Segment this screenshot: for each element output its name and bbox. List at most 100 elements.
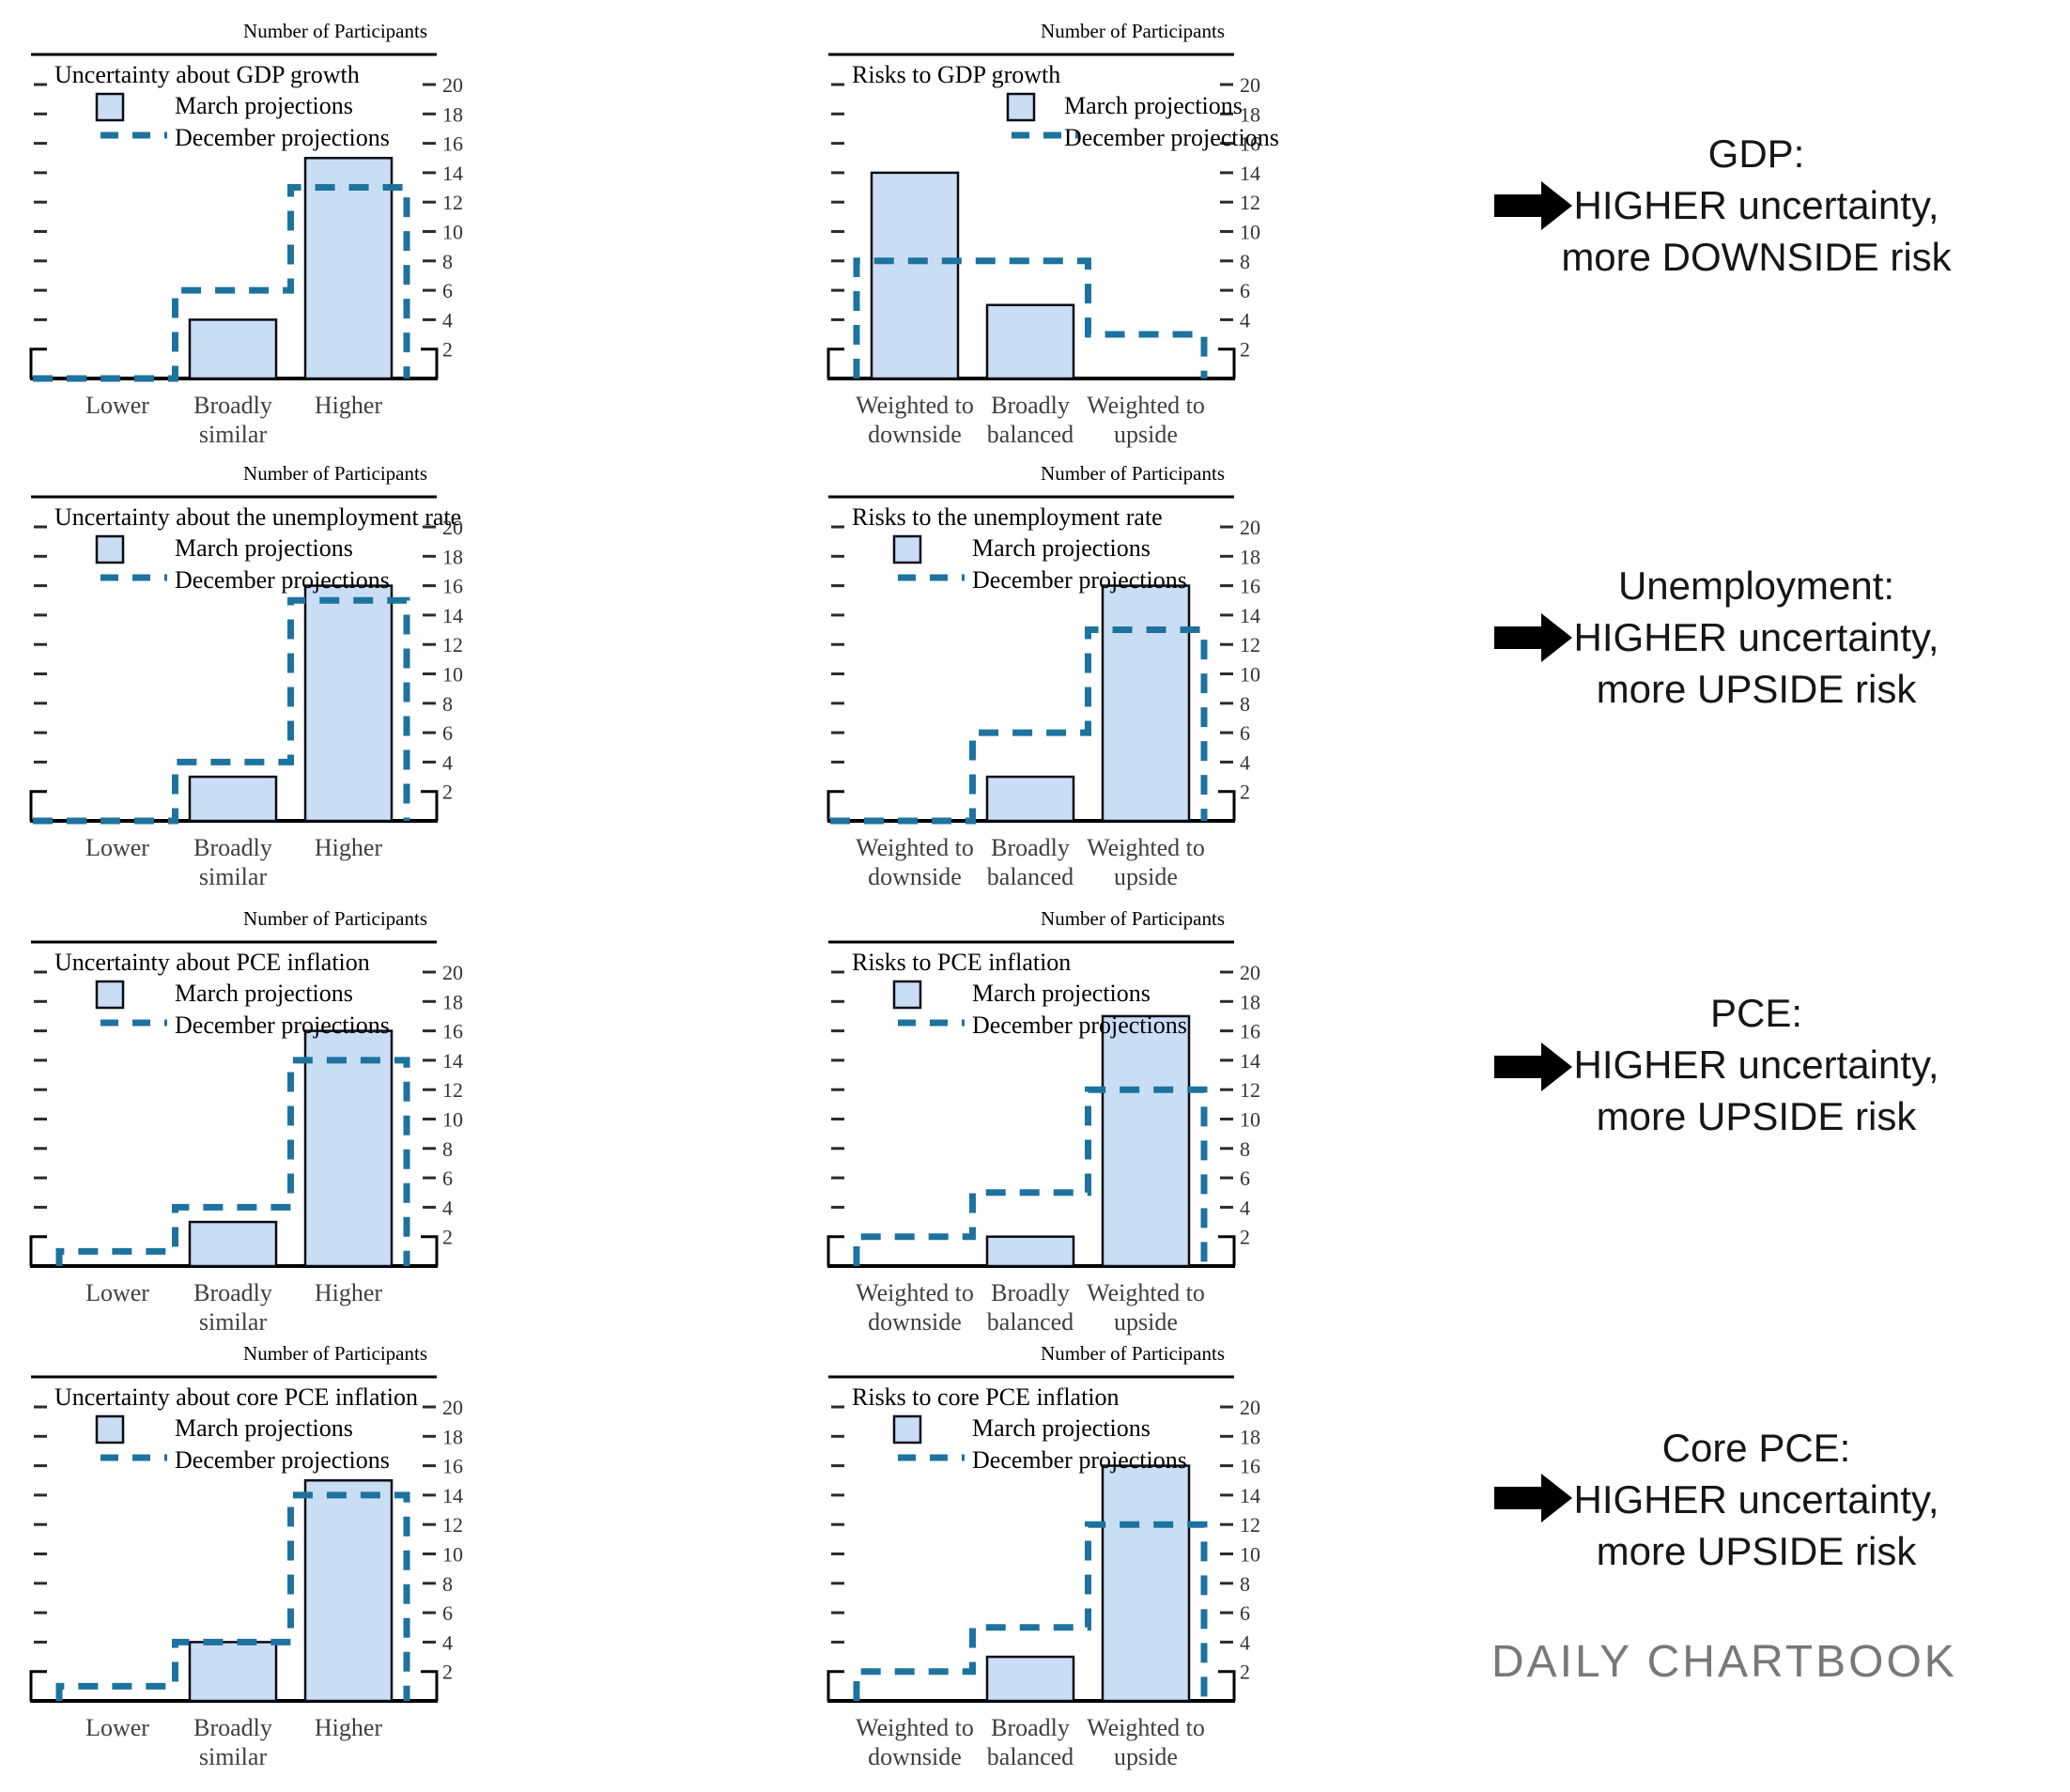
y-axis-label: 20 — [442, 73, 463, 97]
y-axis-label: 10 — [442, 663, 463, 687]
march-bar — [985, 775, 1075, 823]
chart-uncertainty-unemployment-rate: Number of Participants Uncertainty about … — [0, 442, 639, 893]
chart-risks-unemployment-rate: Number of Participants Risks to the unemp… — [797, 442, 1436, 893]
legend-march-label: March projections — [175, 1414, 353, 1442]
y-axis-label: 16 — [1240, 1020, 1260, 1043]
axis-title: Number of Participants — [243, 907, 427, 930]
annotation-line: HIGHER uncertainty, — [1573, 183, 1939, 227]
axis-title: Number of Participants — [1041, 462, 1225, 485]
chart-title: Risks to the unemployment rate — [852, 503, 1163, 531]
chart-title: Risks to GDP growth — [852, 61, 1060, 88]
y-axis-label: 10 — [1240, 663, 1260, 687]
y-axis-label: 14 — [442, 604, 463, 627]
y-axis-label: 10 — [1240, 1108, 1260, 1132]
annotation-line: more DOWNSIDE risk — [1561, 235, 1952, 279]
chart-title: Uncertainty about core PCE inflation — [54, 1383, 418, 1411]
left-bracket — [29, 1670, 47, 1701]
category-label: Broadly — [193, 834, 272, 861]
legend-december-label: December projections — [972, 566, 1187, 594]
y-axis-label: 4 — [1240, 1196, 1250, 1219]
legend-march-label: March projections — [1064, 92, 1243, 119]
right-bracket — [421, 1235, 439, 1266]
category-label-line2: balanced — [987, 863, 1074, 890]
december-line — [55, 1491, 410, 1701]
march-bar — [1101, 584, 1191, 823]
legend-march-label: March projections — [175, 534, 353, 562]
march-bar — [303, 584, 394, 823]
y-axis-label: 20 — [442, 1396, 463, 1419]
y-axis-label: 6 — [1240, 279, 1250, 302]
legend-december-label: December projections — [175, 1012, 390, 1039]
chart-uncertainty-gdp-growth: Number of Participants Uncertainty about … — [0, 0, 639, 451]
chart-uncertainty-core-pce-inflation: Number of Participants Uncertainty about … — [0, 1322, 639, 1773]
category-label: Broadly — [991, 1714, 1070, 1741]
category-label-line2: upside — [1114, 421, 1178, 448]
right-bracket — [1218, 348, 1236, 378]
annotation-core-pce: Core PCE: HIGHER uncertainty, more UPSID… — [1512, 1422, 2000, 1577]
left-bracket — [826, 790, 844, 821]
right-bracket — [1218, 790, 1236, 821]
y-axis-label: 14 — [1240, 162, 1260, 185]
december-line — [853, 1086, 1208, 1266]
y-axis-label: 20 — [1240, 961, 1260, 984]
march-bar — [303, 1479, 394, 1703]
chart-svg-uncertainty-unemployment-rate: Number of Participants Uncertainty about … — [29, 462, 463, 890]
category-label: Weighted to — [856, 1714, 974, 1741]
chart-uncertainty-pce-inflation: Number of Participants Uncertainty about … — [0, 888, 639, 1338]
category-label-line2: similar — [199, 863, 268, 890]
annotation-gdp: GDP: HIGHER uncertainty, more DOWNSIDE r… — [1512, 128, 2000, 283]
category-label: Weighted to — [856, 1279, 974, 1306]
legend-december-label: December projections — [972, 1446, 1187, 1474]
annotation-unemployment: Unemployment: HIGHER uncertainty, more U… — [1512, 560, 2000, 715]
march-bar — [1101, 1464, 1191, 1703]
category-label: Lower — [85, 1714, 149, 1741]
category-label: Weighted to — [856, 392, 974, 419]
y-axis-label: 14 — [1240, 1049, 1260, 1073]
category-label: Lower — [85, 834, 149, 861]
category-label-line2: similar — [199, 1743, 268, 1770]
march-bar — [188, 318, 278, 380]
legend-march-label: March projections — [175, 980, 353, 1007]
legend-march-label: March projections — [972, 534, 1151, 562]
y-axis-label: 14 — [1240, 1484, 1260, 1507]
y-axis-label: 2 — [1240, 1226, 1250, 1249]
y-axis-label: 12 — [442, 1513, 463, 1537]
legend-march-label: March projections — [972, 1414, 1151, 1442]
category-label: Lower — [85, 392, 149, 419]
y-axis-label: 14 — [442, 1049, 463, 1073]
y-axis-label: 16 — [442, 132, 463, 156]
y-axis-label: 16 — [442, 1020, 463, 1043]
march-bar — [303, 157, 394, 380]
axis-title: Number of Participants — [1041, 1342, 1225, 1365]
y-axis-label: 12 — [442, 191, 463, 214]
annotation-line: HIGHER uncertainty, — [1573, 1043, 1939, 1087]
chart-title: Uncertainty about PCE inflation — [54, 949, 370, 976]
y-axis-label: 8 — [1240, 1572, 1250, 1596]
march-bar — [985, 1655, 1075, 1703]
december-line — [33, 184, 410, 382]
y-axis-label: 6 — [1240, 1166, 1250, 1190]
annotation-line: GDP: — [1707, 131, 1805, 176]
y-axis-label: 10 — [1240, 221, 1260, 244]
y-axis-label: 6 — [442, 721, 453, 745]
y-axis-label: 16 — [1240, 132, 1260, 156]
legend-december-label: December projections — [175, 566, 390, 594]
right-arrow-icon — [1494, 181, 1572, 230]
y-axis-label: 14 — [1240, 604, 1260, 627]
y-axis-label: 16 — [1240, 1455, 1260, 1478]
december-line — [55, 1057, 410, 1266]
axis-title: Number of Participants — [243, 20, 427, 42]
chart-svg-risks-gdp-growth: Number of Participants Risks to GDP growt… — [826, 20, 1279, 448]
y-axis-label: 2 — [1240, 780, 1250, 804]
y-axis-label: 12 — [1240, 1078, 1260, 1102]
y-axis-label: 2 — [1240, 1661, 1250, 1684]
december-line — [33, 596, 410, 825]
y-axis-label: 8 — [442, 1137, 453, 1161]
category-label-line2: balanced — [987, 1743, 1074, 1770]
y-axis-label: 18 — [442, 102, 463, 126]
chart-svg-risks-pce-inflation: Number of Participants Risks to PCE infla… — [826, 907, 1260, 1336]
left-bracket — [29, 790, 47, 821]
y-axis-label: 8 — [1240, 1137, 1250, 1161]
annotation-line: more UPSIDE risk — [1596, 1094, 1917, 1138]
